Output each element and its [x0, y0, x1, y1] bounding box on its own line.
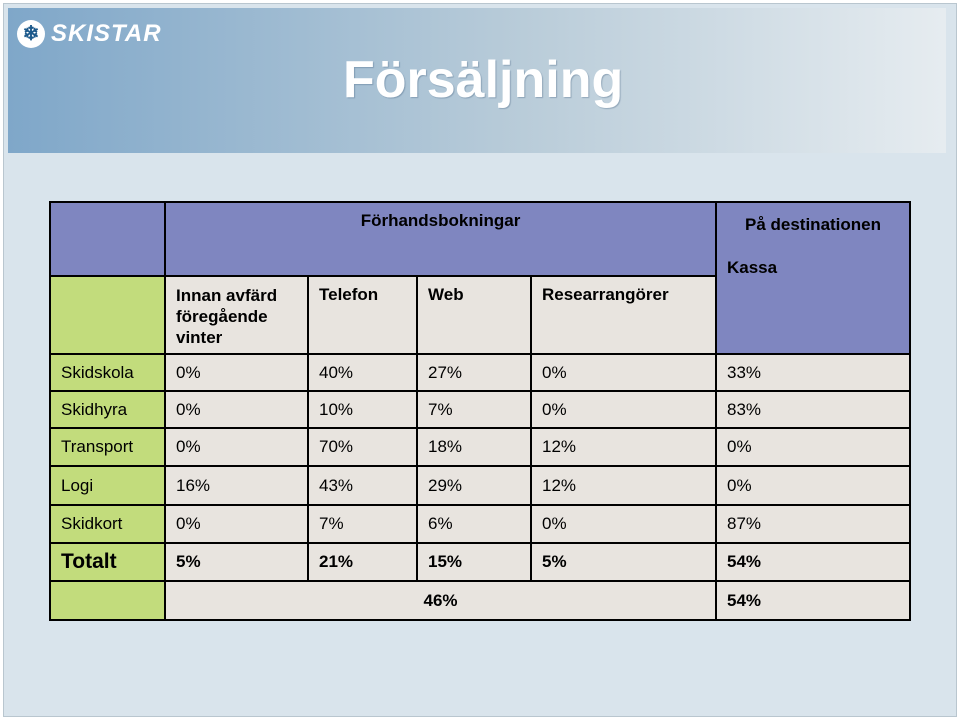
- total-cell: 21%: [307, 542, 418, 582]
- table-cell: 87%: [715, 504, 911, 544]
- table-cell: 0%: [164, 353, 309, 392]
- table-cell: 27%: [416, 353, 532, 392]
- row-label: Skidkort: [49, 504, 166, 544]
- table-row: Logi 16% 43% 29% 12% 0%: [49, 465, 911, 506]
- table-cell: 43%: [307, 465, 418, 506]
- table-row: Skidhyra 0% 10% 7% 0% 83%: [49, 390, 911, 429]
- total-cell: 5%: [530, 542, 717, 582]
- table-cell: 18%: [416, 427, 532, 467]
- column-header-before-departure-text: Innan avfärd föregående vinter: [176, 286, 278, 347]
- column-header-researrangorer: Researrangörer: [530, 275, 717, 355]
- table-row: Skidskola 0% 40% 27% 0% 33%: [49, 353, 911, 392]
- total-row: Totalt 5% 21% 15% 5% 54%: [49, 542, 911, 582]
- table-cell: 16%: [164, 465, 309, 506]
- slide-title: Försäljning: [343, 51, 624, 109]
- column-header-kassa: Kassa: [727, 258, 778, 277]
- prebooking-group-header: Förhandsbokningar: [164, 201, 717, 277]
- group-header-row: Förhandsbokningar På destinationen Kassa: [49, 201, 911, 355]
- total-cell: 54%: [715, 542, 911, 582]
- header-band: [8, 8, 946, 153]
- table-cell: 0%: [530, 390, 717, 429]
- table-cell: 0%: [530, 353, 717, 392]
- row-label: Logi: [49, 465, 166, 506]
- table-cell: 0%: [164, 390, 309, 429]
- table-cell: 70%: [307, 427, 418, 467]
- column-header-row: Innan avfärd föregående vinter Telefon W…: [49, 275, 910, 355]
- summary-label-cell: [49, 580, 166, 621]
- row-label: Skidskola: [49, 353, 166, 392]
- brand-logo: ❄ SKISTAR: [17, 17, 162, 51]
- brand-name: SKISTAR: [51, 20, 162, 47]
- column-header-telefon: Telefon: [307, 275, 418, 355]
- column-header-before-departure: Innan avfärd föregående vinter: [164, 275, 309, 355]
- table-cell: 12%: [530, 427, 717, 467]
- row-label: Transport: [49, 427, 166, 467]
- summary-prebooking: 46%: [164, 580, 717, 621]
- destination-group-header-text: På destinationen: [744, 215, 882, 234]
- corner-cell-bottom: [49, 275, 166, 355]
- column-header-web: Web: [416, 275, 532, 355]
- summary-row: 46% 54%: [49, 580, 911, 621]
- table-row: Transport 0% 70% 18% 12% 0%: [49, 427, 911, 467]
- table-row: Skidkort 0% 7% 6% 0% 87%: [49, 504, 911, 544]
- total-label: Totalt: [49, 542, 166, 582]
- corner-cell-top: [49, 201, 166, 277]
- table-cell: 0%: [164, 504, 309, 544]
- total-cell: 5%: [164, 542, 309, 582]
- summary-destination: 54%: [715, 580, 911, 621]
- table-cell: 83%: [715, 390, 911, 429]
- table-cell: 6%: [416, 504, 532, 544]
- table-cell: 40%: [307, 353, 418, 392]
- table-cell: 0%: [715, 427, 911, 467]
- destination-group-header: På destinationen Kassa: [715, 201, 911, 355]
- table-cell: 7%: [307, 504, 418, 544]
- table-cell: 0%: [164, 427, 309, 467]
- row-label: Skidhyra: [49, 390, 166, 429]
- table-cell: 10%: [307, 390, 418, 429]
- table-cell: 7%: [416, 390, 532, 429]
- snowflake-icon: ❄: [17, 20, 45, 48]
- total-cell: 15%: [416, 542, 532, 582]
- table-cell: 0%: [715, 465, 911, 506]
- table-cell: 29%: [416, 465, 532, 506]
- table-cell: 33%: [715, 353, 911, 392]
- sales-table: Förhandsbokningar På destinationen Kassa…: [49, 201, 911, 621]
- table-cell: 12%: [530, 465, 717, 506]
- table-cell: 0%: [530, 504, 717, 544]
